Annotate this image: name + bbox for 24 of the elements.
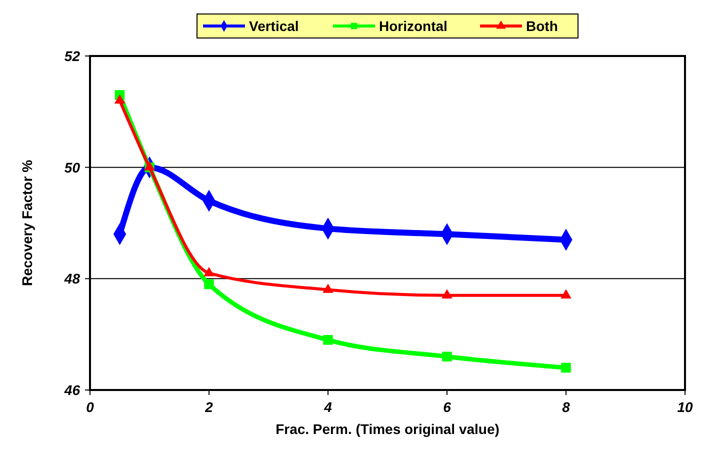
x-axis-title: Frac. Perm. (Times original value) bbox=[276, 421, 500, 437]
point bbox=[322, 284, 334, 293]
point bbox=[114, 94, 126, 104]
legend-label: Horizontal bbox=[379, 18, 448, 34]
point bbox=[561, 362, 571, 373]
y-axis-title: Recovery Factor % bbox=[19, 159, 35, 286]
legend-label: Vertical bbox=[249, 18, 299, 34]
point bbox=[560, 289, 572, 298]
x-tick-label: 8 bbox=[562, 399, 570, 415]
point bbox=[204, 266, 214, 276]
x-tick-label: 0 bbox=[86, 399, 94, 415]
y-tick-label: 48 bbox=[63, 270, 80, 287]
x-tick-label: 10 bbox=[677, 399, 693, 415]
x-tick-label: 6 bbox=[443, 399, 452, 415]
point bbox=[442, 289, 452, 298]
x-tick-label: 2 bbox=[204, 399, 214, 415]
y-tick-label: 50 bbox=[64, 159, 80, 176]
legend-label: Both bbox=[526, 18, 558, 34]
point bbox=[204, 279, 214, 290]
y-tick-label: 52 bbox=[64, 48, 80, 64]
x-tick-label: 4 bbox=[323, 399, 332, 415]
point bbox=[442, 352, 452, 362]
y-tick-label: 46 bbox=[63, 382, 80, 398]
point bbox=[323, 335, 333, 345]
